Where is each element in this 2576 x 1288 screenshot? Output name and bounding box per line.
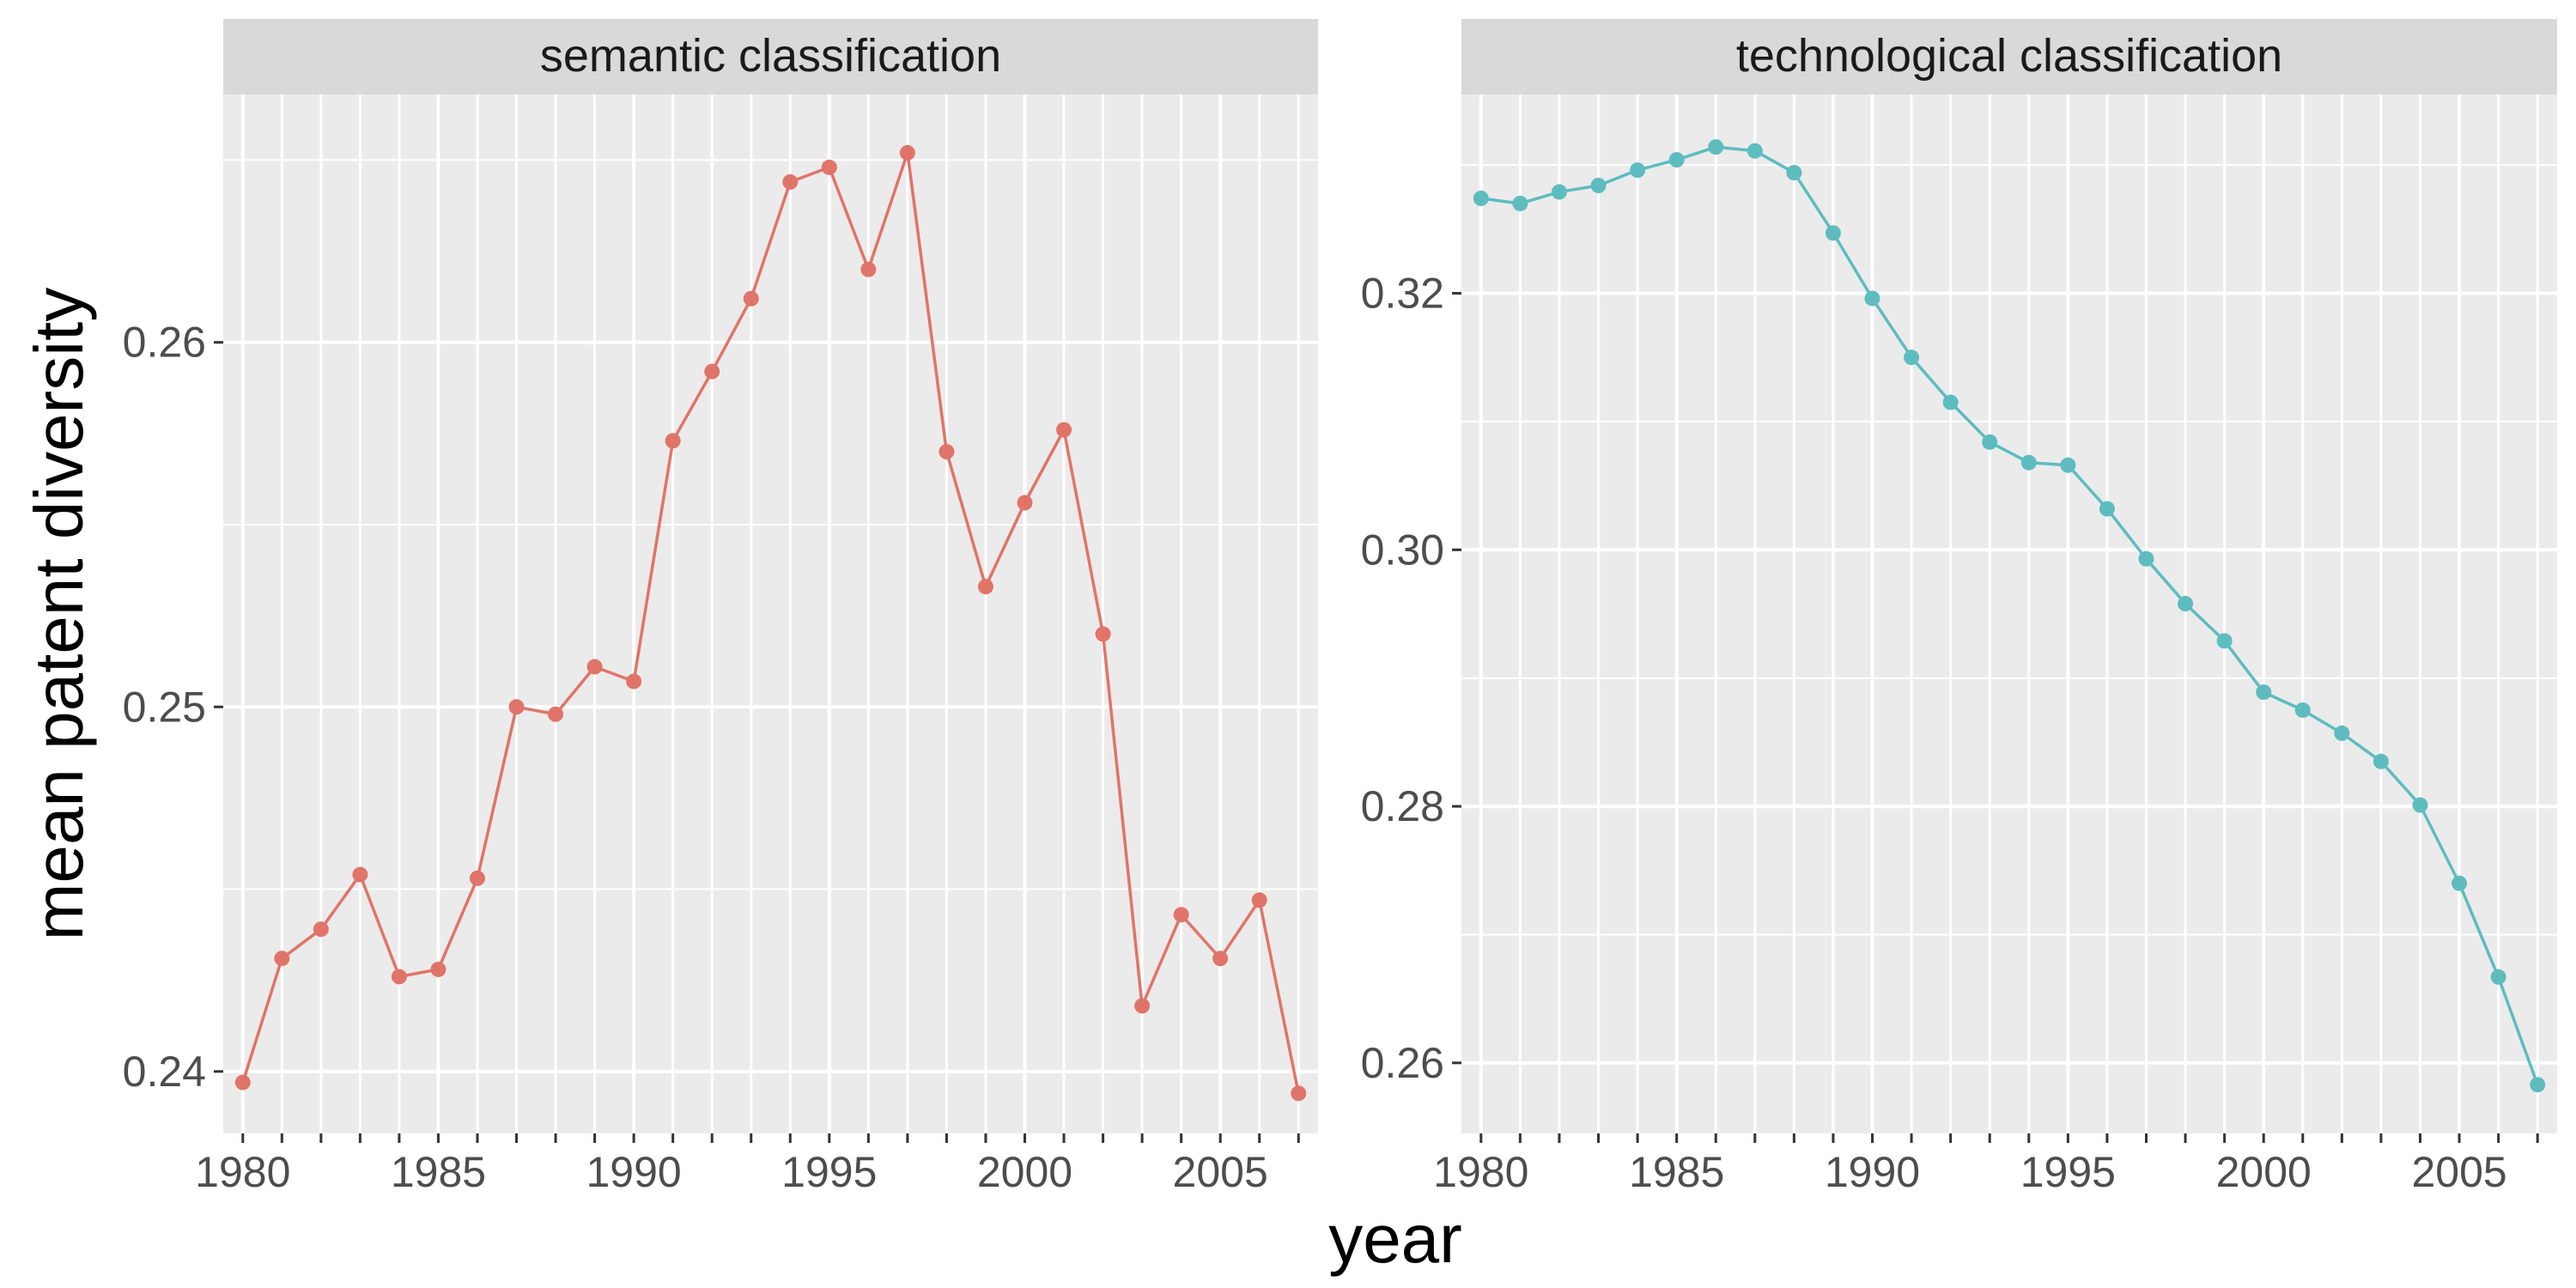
data-point [2491, 969, 2506, 985]
data-point [665, 433, 681, 448]
y-tick-label: 0.32 [1361, 270, 1444, 318]
data-point [2139, 551, 2154, 567]
y-tick-label: 0.24 [123, 1048, 206, 1096]
y-axis-title: mean patent diversity [21, 288, 97, 940]
y-tick-label: 0.26 [1361, 1039, 1444, 1087]
data-point [822, 160, 837, 175]
data-point [2295, 702, 2311, 718]
y-tick-label: 0.28 [1361, 782, 1444, 830]
data-point [1904, 349, 1919, 365]
data-point [2451, 876, 2467, 891]
x-tick-label: 2000 [2216, 1148, 2312, 1196]
data-point [900, 145, 915, 161]
data-point [2178, 596, 2193, 611]
x-tick-label: 1990 [1825, 1148, 1920, 1196]
data-point [2060, 458, 2075, 473]
data-point [1747, 143, 1763, 159]
panels-layer: semantic classification 1980 1985 1990 1995 2… [123, 19, 2557, 1196]
data-point [1786, 165, 1801, 180]
x-tick-label: 2000 [977, 1148, 1072, 1196]
data-point [2530, 1077, 2545, 1092]
x-tick-label: 2005 [2411, 1148, 2506, 1196]
x-tick-label: 1990 [586, 1148, 682, 1196]
y-tick-label: 0.30 [1361, 526, 1444, 574]
data-point [548, 707, 563, 722]
x-tick-label: 1980 [1433, 1148, 1528, 1196]
data-point [1056, 422, 1072, 438]
data-point [1291, 1085, 1306, 1101]
data-point [1174, 907, 1189, 922]
data-point [1252, 892, 1267, 908]
facet-strip-label: semantic classification [540, 30, 1001, 82]
data-point [2373, 754, 2389, 769]
data-point [352, 867, 368, 883]
panel-2: technological classification 1980 1985 1990… [1361, 19, 2557, 1196]
data-point [1552, 185, 1567, 200]
data-point [313, 921, 329, 937]
data-point [2099, 501, 2115, 517]
data-point [392, 969, 407, 984]
data-point [626, 674, 641, 690]
y-tick-label: 0.25 [123, 683, 206, 731]
data-point [744, 291, 759, 307]
x-tick-label: 1995 [781, 1148, 877, 1196]
data-point [587, 659, 603, 675]
data-point [1826, 225, 1841, 240]
data-point [1512, 196, 1528, 211]
data-point [1212, 951, 1228, 966]
data-point [430, 962, 446, 977]
data-point [1473, 191, 1489, 206]
data-point [509, 699, 525, 714]
x-tick-label: 1980 [195, 1148, 290, 1196]
data-point [1865, 291, 1880, 307]
y-tick-label: 0.26 [123, 319, 206, 367]
data-point [1982, 434, 1997, 450]
data-point [1943, 395, 1959, 410]
data-point [1591, 178, 1607, 193]
data-point [1630, 162, 1645, 178]
panel-background [1461, 94, 2557, 1133]
x-axis-title: year [1328, 1200, 1462, 1277]
x-tick-label: 1995 [2020, 1148, 2116, 1196]
data-point [1669, 152, 1685, 167]
data-point [782, 174, 798, 190]
data-point [274, 951, 289, 966]
facet-strip-label: technological classification [1736, 30, 2282, 82]
x-tick-label: 1985 [391, 1148, 486, 1196]
data-point [1134, 998, 1150, 1013]
data-point [1096, 626, 1111, 641]
data-point [470, 871, 485, 886]
panel-1: semantic classification 1980 1985 1990 1995 2… [123, 19, 1318, 1196]
data-point [860, 262, 876, 277]
data-point [1708, 139, 1723, 155]
x-tick-label: 2005 [1173, 1148, 1268, 1196]
data-point [704, 364, 720, 380]
data-point [2021, 455, 2037, 471]
data-point [2217, 633, 2233, 648]
data-point [2256, 684, 2271, 700]
data-point [978, 579, 993, 594]
data-point [2334, 726, 2349, 741]
data-point [2413, 798, 2428, 813]
data-point [939, 444, 954, 459]
x-tick-label: 1985 [1629, 1148, 1724, 1196]
data-point [235, 1075, 251, 1091]
data-point [1017, 495, 1032, 511]
